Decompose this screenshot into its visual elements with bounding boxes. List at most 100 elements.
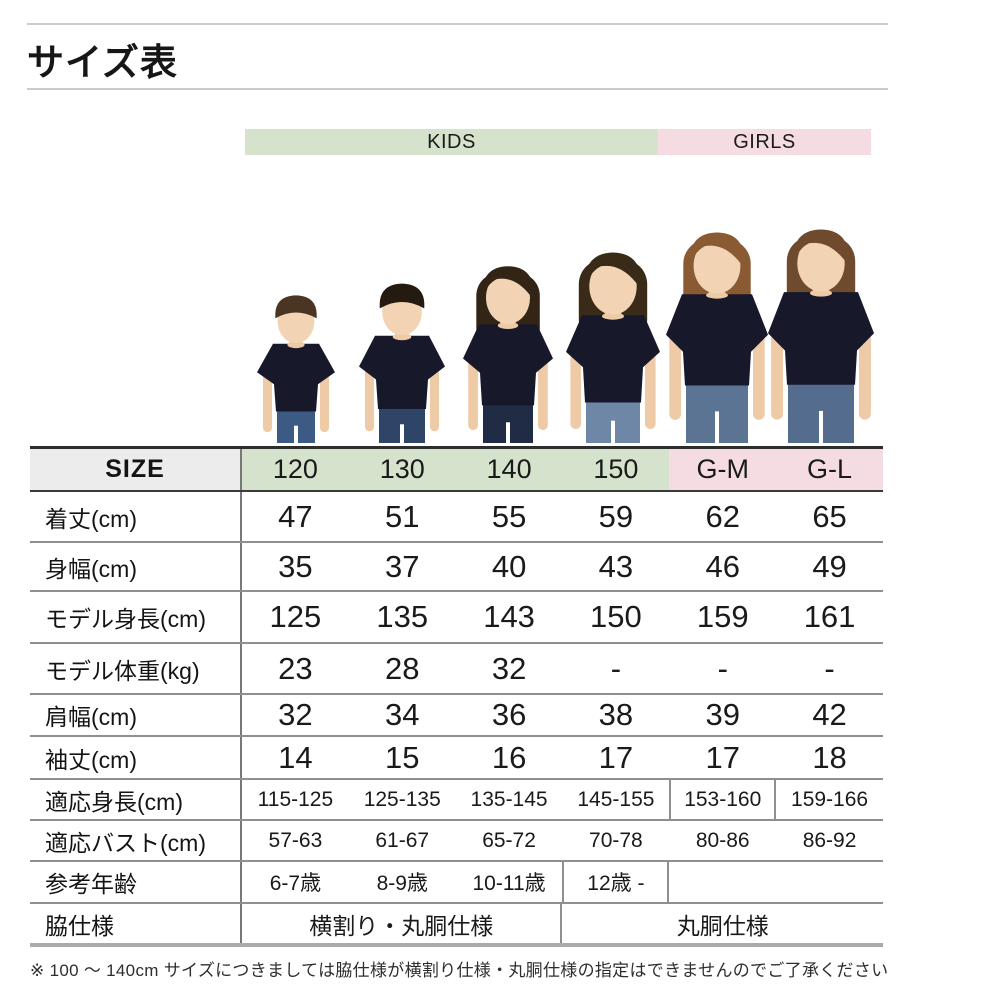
- value-cell: 65: [812, 498, 847, 534]
- value-cell: 159-166: [791, 787, 869, 811]
- value-cell: 57-63: [268, 828, 323, 852]
- size-column-G-L: G-L: [776, 449, 883, 490]
- value-cell: 16: [491, 739, 527, 775]
- value-cell: 62: [705, 498, 740, 534]
- table-row: 適応バスト(cm) 57-63 61-67 65-72 70-78 80-86 86-92: [30, 821, 883, 862]
- size-column-130: 130: [348, 449, 456, 490]
- value-cell: 42: [812, 697, 847, 732]
- value-cell: 23: [278, 650, 313, 686]
- value-cell: -: [717, 650, 728, 686]
- value-cell: 55: [491, 498, 527, 534]
- table-row: 適応身長(cm) 115-125 125-135 135-145 145-155 153-…: [30, 780, 883, 821]
- row-label: 袖丈(cm): [30, 737, 242, 778]
- value-cell: 35: [278, 548, 313, 584]
- model-photos: [0, 0, 1000, 446]
- size-header-label: SIZE: [30, 449, 242, 490]
- row-label: 適応身長(cm): [30, 780, 242, 819]
- table-row: 脇仕様 横割り・丸胴仕様 丸胴仕様: [30, 904, 883, 947]
- value-cell: 37: [385, 548, 420, 584]
- value-cell: 125: [269, 599, 322, 634]
- model-photo-150: [566, 252, 660, 443]
- table-row: 参考年齢 6-7歳 8-9歳 10-11歳 12歳 -: [30, 862, 883, 904]
- girls-group-band: GIRLS: [658, 129, 871, 155]
- table-row: モデル体重(kg) 23 28 32 - - -: [30, 644, 883, 695]
- size-column-G-M: G-M: [669, 449, 777, 490]
- value-cell: 46: [705, 548, 740, 584]
- title-bottom-divider: [27, 88, 888, 90]
- value-cell: 10-11歳: [472, 872, 546, 895]
- table-row: 袖丈(cm) 14 15 16 17 17 18: [30, 737, 883, 780]
- value-cell: 150: [590, 599, 642, 634]
- value-cell: 38: [598, 697, 634, 732]
- value-cell: 36: [491, 697, 527, 732]
- value-cell: -: [824, 650, 835, 686]
- row-label: 身幅(cm): [30, 543, 242, 590]
- value-cell: 17: [598, 739, 634, 775]
- value-cell: 43: [598, 548, 634, 584]
- value-cell: 145-155: [577, 787, 655, 811]
- value-cell: 12歳 -: [562, 862, 670, 902]
- value-cell: 34: [385, 697, 420, 732]
- value-cell: 59: [598, 498, 634, 534]
- value-cell: 115-125: [257, 787, 334, 811]
- row-label: 適応バスト(cm): [30, 821, 242, 860]
- row-label: 脇仕様: [30, 904, 242, 943]
- model-photo-120: [257, 295, 335, 443]
- size-column-150: 150: [562, 449, 670, 490]
- row-label: 肩幅(cm): [30, 695, 242, 735]
- footnote: ※ 100 ～ 140cm サイズにつきましては脇仕様が横割り仕様・丸胴仕様の指…: [30, 961, 889, 980]
- table-row: モデル身長(cm) 125 135 143 150 159 161: [30, 592, 883, 644]
- value-cell: -: [610, 650, 622, 686]
- value-cell: 61-67: [375, 828, 430, 852]
- value-cell: 丸胴仕様: [676, 912, 769, 939]
- model-photo-140: [463, 266, 553, 443]
- value-cell: 39: [705, 697, 740, 732]
- value-cell: 32: [491, 650, 527, 686]
- table-row: 身幅(cm) 35 37 40 43 46 49: [30, 543, 883, 592]
- value-cell: 135: [376, 599, 429, 634]
- value-cell: 15: [385, 739, 420, 775]
- value-cell: 161: [803, 599, 856, 634]
- value-cell: 32: [278, 697, 313, 732]
- page-title: サイズ表: [27, 42, 178, 83]
- value-cell: 86-92: [802, 828, 857, 852]
- value-cell: 80-86: [695, 828, 750, 852]
- row-label: モデル身長(cm): [30, 592, 242, 642]
- table-row: 着丈(cm) 47 51 55 59 62 65: [30, 492, 883, 543]
- size-table: SIZE 120 130 140 150 G-M G-L 着丈(cm) 47 51 55 59 62 65…: [30, 446, 883, 947]
- table-header-row: SIZE 120 130 140 150 G-M G-L: [30, 446, 883, 492]
- title-top-divider: [27, 23, 888, 25]
- kids-group-band: KIDS: [245, 129, 658, 155]
- girls-group-label: GIRLS: [733, 130, 796, 153]
- row-label: 着丈(cm): [30, 492, 242, 541]
- model-photo-G-L: [768, 229, 874, 443]
- value-cell: 28: [385, 650, 420, 686]
- value-cell: [669, 862, 883, 902]
- size-column-140: 140: [455, 449, 563, 490]
- model-photo-G-M: [666, 232, 768, 443]
- value-cell: 70-78: [589, 828, 643, 852]
- value-cell: 18: [812, 739, 847, 775]
- row-label: モデル体重(kg): [30, 644, 242, 693]
- value-cell: 65-72: [482, 828, 536, 852]
- value-cell: 47: [278, 498, 313, 534]
- value-cell: 17: [705, 739, 740, 775]
- value-cell: 6-7歳: [269, 872, 322, 895]
- value-cell: 135-145: [470, 787, 548, 811]
- value-cell: 40: [491, 548, 527, 584]
- value-cell: 51: [385, 498, 420, 534]
- value-cell: 8-9歳: [376, 872, 428, 895]
- model-photo-130: [359, 283, 445, 443]
- value-cell: 14: [278, 739, 313, 775]
- row-label: 参考年齢: [30, 862, 242, 902]
- value-cell: 153-160: [669, 780, 777, 819]
- value-cell: 143: [483, 599, 535, 634]
- value-cell: 159: [696, 599, 749, 634]
- value-cell: 横割り・丸胴仕様: [242, 904, 563, 943]
- size-column-120: 120: [242, 449, 349, 490]
- kids-group-label: KIDS: [427, 130, 476, 153]
- table-row: 肩幅(cm) 32 34 36 38 39 42: [30, 695, 883, 737]
- value-cell: 125-135: [363, 787, 441, 811]
- value-cell: 49: [812, 548, 847, 584]
